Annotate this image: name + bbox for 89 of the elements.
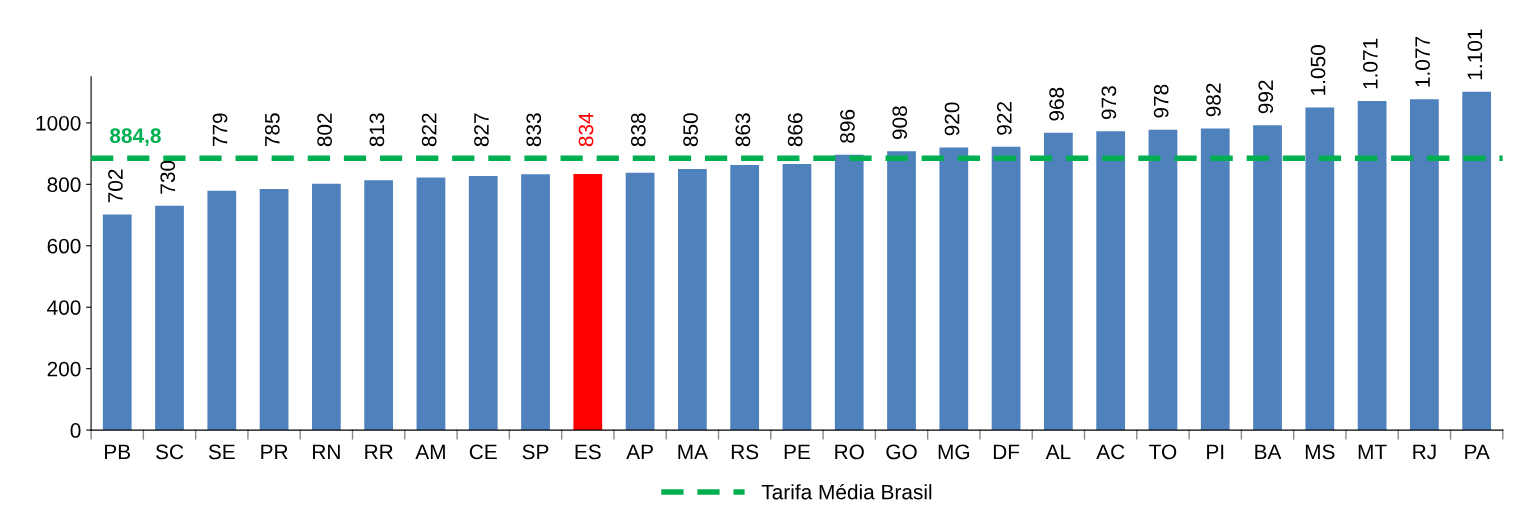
data-label: 833: [526, 113, 542, 147]
data-label: 992: [1258, 80, 1274, 114]
data-label: 973: [1101, 86, 1117, 120]
x-tick-label: SP: [522, 444, 549, 460]
bar: [678, 168, 707, 431]
x-tick-label: BA: [1255, 444, 1282, 460]
bar: [887, 151, 916, 431]
bar: [416, 177, 446, 431]
bar: [521, 174, 550, 431]
x-tick-label: MT: [1358, 444, 1387, 460]
bar: [311, 183, 341, 431]
bar: [1200, 128, 1230, 431]
bar: [468, 176, 498, 431]
bar: [1044, 132, 1073, 431]
x-tick-label: PI: [1207, 444, 1224, 460]
bar: [1410, 99, 1439, 431]
data-label: 1.101: [1467, 29, 1483, 80]
data-label: 863: [735, 113, 751, 147]
data-label: 920: [944, 102, 960, 136]
data-label: 827: [474, 113, 489, 147]
x-tick-label: MS: [1305, 444, 1335, 460]
x-tick-label: MG: [938, 444, 970, 460]
y-tick-label: 400: [47, 300, 81, 315]
x-tick-label: DF: [993, 444, 1020, 460]
data-label: 866: [787, 113, 803, 147]
data-label: 813: [369, 113, 385, 147]
data-label: 896: [840, 109, 855, 143]
legend-label: Tarifa Média Brasil: [761, 483, 932, 500]
bar: [155, 205, 184, 431]
data-label: 1.077: [1415, 37, 1430, 87]
data-label: 779: [212, 113, 228, 147]
bar: [730, 164, 760, 431]
data-label: 850: [683, 113, 698, 147]
bar: [1462, 91, 1492, 431]
bar: [102, 214, 132, 431]
bar: [834, 154, 864, 431]
x-tick-label: RO: [835, 444, 864, 460]
y-tick-label: 0: [70, 423, 81, 438]
x-tick-label: GO: [886, 444, 917, 460]
annotation: 884,8: [110, 128, 161, 147]
data-label: 834: [578, 113, 594, 147]
x-tick-label: SC: [155, 444, 184, 460]
bar: [1305, 107, 1335, 431]
data-label: 1.050: [1310, 45, 1326, 95]
bar: [991, 146, 1021, 431]
bar: [939, 147, 969, 431]
x-tick-label: AP: [626, 444, 653, 460]
y-tick-label: 800: [47, 177, 81, 193]
x-tick-label: AM: [415, 444, 445, 460]
data-label: 785: [264, 113, 280, 147]
x-tick-label: RN: [313, 444, 340, 460]
data-label: 702: [108, 169, 123, 203]
bar: [1096, 131, 1126, 431]
data-label: 822: [421, 113, 437, 147]
x-tick-label: PA: [1465, 444, 1490, 460]
data-label: 730: [160, 160, 176, 194]
x-tick-label: CE: [469, 444, 497, 460]
data-label: 908: [892, 106, 908, 140]
bar: [625, 172, 655, 431]
x-tick-label: AC: [1096, 444, 1125, 460]
x-tick-label: RR: [365, 444, 393, 460]
x-tick-label: ES: [575, 444, 601, 460]
x-tick-label: MA: [678, 444, 708, 460]
x-tick-label: AL: [1045, 444, 1071, 460]
bar: [1357, 101, 1387, 431]
bar: [573, 173, 603, 431]
x-tick-label: PR: [261, 444, 288, 460]
x-tick-label: RS: [731, 444, 759, 460]
y-tick-label: 1000: [36, 115, 81, 131]
data-label: 978: [1153, 84, 1169, 118]
x-tick-label: PB: [105, 444, 131, 460]
x-tick-label: PE: [784, 444, 810, 460]
bar: [1148, 129, 1178, 431]
data-label: 1.071: [1362, 38, 1378, 89]
x-tick-label: TO: [1149, 444, 1177, 460]
x-tick-label: RJ: [1413, 444, 1436, 460]
bar: [782, 164, 812, 431]
data-label: 968: [1049, 87, 1064, 121]
bar: [364, 180, 394, 431]
data-label: 982: [1206, 83, 1221, 117]
y-tick-label: 200: [47, 361, 81, 377]
data-label: 838: [630, 113, 646, 147]
x-tick-label: SE: [208, 444, 235, 460]
bar: [259, 188, 289, 431]
y-tick-label: 600: [47, 238, 81, 254]
data-label: 802: [317, 113, 332, 147]
bar: [207, 190, 237, 431]
bar: [1253, 125, 1282, 431]
data-label: 922: [996, 102, 1012, 135]
